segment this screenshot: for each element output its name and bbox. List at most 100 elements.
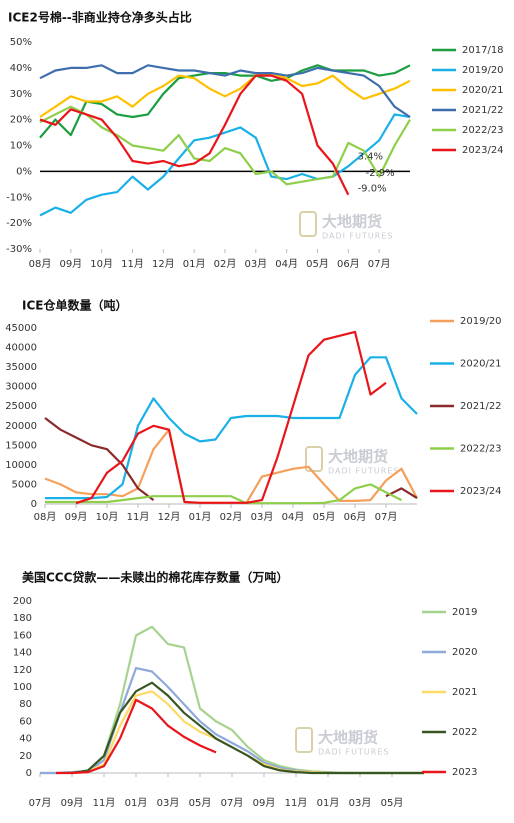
watermark: 大地期货: [322, 213, 382, 231]
series-line: [56, 698, 217, 775]
legend-label: 2023/24: [460, 486, 502, 497]
y-tick-label: 35000: [5, 362, 37, 373]
x-tick-label: 04月: [282, 511, 305, 523]
series-line: [40, 667, 424, 775]
series-line: [39, 74, 350, 196]
y-tick-label: 10%: [10, 141, 32, 152]
y-tick-label: 60: [19, 716, 32, 727]
x-tick-label: 03月: [244, 258, 267, 270]
y-tick-label: 20%: [10, 115, 32, 126]
legend-label: 2020/21: [460, 359, 502, 370]
x-tick-label: 04月: [275, 258, 298, 270]
y-tick-label: 15000: [5, 440, 37, 451]
x-tick-label: 08月: [29, 258, 52, 270]
x-tick-label: 09月: [65, 511, 88, 523]
legend-label: 2022/23: [460, 444, 502, 455]
legend-label: 2022: [452, 727, 477, 738]
y-tick-label: 80: [19, 699, 32, 710]
watermark-logo: [305, 446, 323, 472]
legend-label: 2021/22: [460, 401, 502, 412]
x-tick-label: 01月: [189, 511, 212, 523]
series-line: [39, 64, 411, 118]
series-line: [39, 113, 411, 217]
y-tick-label: 40000: [5, 343, 37, 354]
x-tick-label: 12月: [158, 511, 181, 523]
series-line: [39, 64, 411, 139]
y-tick-label: 0: [31, 499, 37, 510]
x-tick-label: 03月: [157, 797, 180, 809]
y-tick-label: 20000: [5, 421, 37, 432]
y-tick-label: 30000: [5, 382, 37, 393]
x-tick-label: 07月: [368, 258, 391, 270]
legend-label: 2022/23: [462, 125, 504, 136]
series-line: [44, 417, 418, 501]
legend-label: 2019/20: [462, 65, 504, 76]
x-tick-label: 11月: [285, 797, 308, 809]
y-tick-label: 45000: [5, 323, 37, 334]
y-tick-label: 160: [13, 630, 32, 641]
x-tick-label: 07月: [221, 797, 244, 809]
legend-label: 2019/20: [460, 316, 502, 327]
series-line: [45, 483, 402, 505]
y-tick-label: 200: [13, 596, 32, 607]
x-tick-label: 07月: [29, 797, 52, 809]
x-tick-label: 03月: [251, 511, 274, 523]
x-tick-label: 11月: [93, 797, 116, 809]
legend-label: 2020/21: [462, 85, 504, 96]
series-line: [71, 681, 424, 775]
y-tick-label: 5000: [12, 479, 37, 490]
y-tick-label: 50%: [10, 37, 32, 48]
legend-label: 2019: [452, 607, 477, 618]
watermark: DADI FUTURES: [328, 467, 399, 476]
x-tick-label: 10月: [90, 258, 113, 270]
y-tick-label: 180: [13, 613, 32, 624]
x-tick-label: 02月: [214, 258, 237, 270]
y-tick-label: 40: [19, 734, 32, 745]
x-tick-label: 02月: [220, 511, 243, 523]
y-tick-label: 0%: [16, 166, 32, 177]
x-tick-label: 09月: [61, 797, 84, 809]
y-tick-label: 20: [19, 751, 32, 762]
x-tick-label: 03月: [349, 797, 372, 809]
legend-label: 2021: [452, 687, 477, 698]
watermark: 大地期货: [328, 448, 388, 466]
legend-label: 2023: [452, 767, 477, 778]
chart-title: 美国CCC贷款——未赎出的棉花库存数量（万吨）: [22, 570, 288, 585]
chart-title: ICE2号棉--非商业持仓净多头占比: [8, 10, 192, 25]
watermark: 大地期货: [318, 729, 378, 747]
x-tick-label: 01月: [125, 797, 148, 809]
x-tick-label: 05月: [381, 797, 404, 809]
y-tick-label: 140: [13, 648, 32, 659]
y-tick-label: -20%: [6, 218, 32, 229]
y-tick-label: 25000: [5, 401, 37, 412]
x-tick-label: 09月: [59, 258, 82, 270]
legend-label: 2017/18: [462, 45, 504, 56]
y-tick-label: 100: [13, 682, 32, 693]
y-tick-label: 40%: [10, 63, 32, 74]
x-tick-label: 11月: [127, 511, 150, 523]
legend-label: 2021/22: [462, 105, 504, 116]
x-tick-label: 01月: [183, 258, 206, 270]
watermark-logo: [299, 211, 317, 237]
watermark-logo: [295, 727, 313, 753]
legend-label: 2023/24: [462, 145, 504, 156]
series-line: [75, 330, 387, 505]
y-tick-label: 10000: [5, 460, 37, 471]
x-tick-label: 09月: [253, 797, 276, 809]
y-tick-label: 0: [26, 768, 32, 779]
x-tick-label: 01月: [317, 797, 340, 809]
y-tick-label: -30%: [6, 244, 32, 255]
y-tick-label: 30%: [10, 89, 32, 100]
x-tick-label: 11月: [121, 258, 144, 270]
y-tick-label: -10%: [6, 192, 32, 203]
x-tick-label: 12月: [152, 258, 175, 270]
x-tick-label: 10月: [96, 511, 119, 523]
x-tick-label: 08月: [34, 511, 57, 523]
chart-title: ICE仓单数量（吨）: [22, 298, 127, 313]
series-line: [39, 72, 411, 118]
x-tick-label: 05月: [313, 511, 336, 523]
annotation: -2.9%: [366, 168, 395, 179]
series-line: [39, 105, 411, 186]
series-line: [45, 356, 418, 500]
